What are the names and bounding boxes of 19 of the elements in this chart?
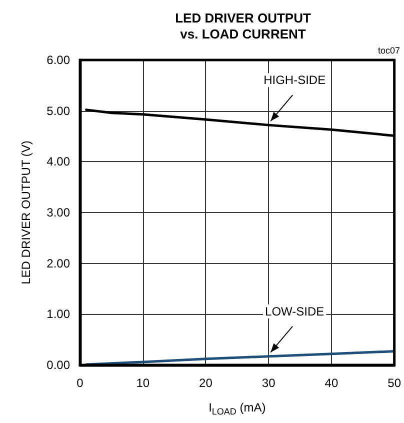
x-tick-label: 0 [76,376,84,390]
text: toc07 [378,46,400,56]
y-axis-title: LED DRIVER OUTPUT (V) [19,140,33,284]
y-tick-label: 4.00 [46,154,70,169]
x-tick-label: 10 [136,376,150,390]
x-tick-label: 20 [199,376,213,390]
text: LOW-SIDE [265,304,324,318]
text: HIGH-SIDE [264,73,326,88]
y-tick-label: 0.00 [46,358,70,372]
y-tick-label: 2.00 [46,256,70,270]
y-tick-label: 3.00 [46,206,70,220]
x-tick-label: 30 [262,376,276,390]
y-tick-label: 1.00 [46,307,70,322]
line-series [85,350,396,366]
y-tick-label: 5.00 [46,104,70,118]
chart-title: LED DRIVER OUTPUT vs. LOAD CURRENT [175,10,311,42]
x-tick-label: 50 [388,376,402,390]
y-tick-label: 6.00 [46,53,70,67]
x-tick-label: 40 [324,376,338,390]
